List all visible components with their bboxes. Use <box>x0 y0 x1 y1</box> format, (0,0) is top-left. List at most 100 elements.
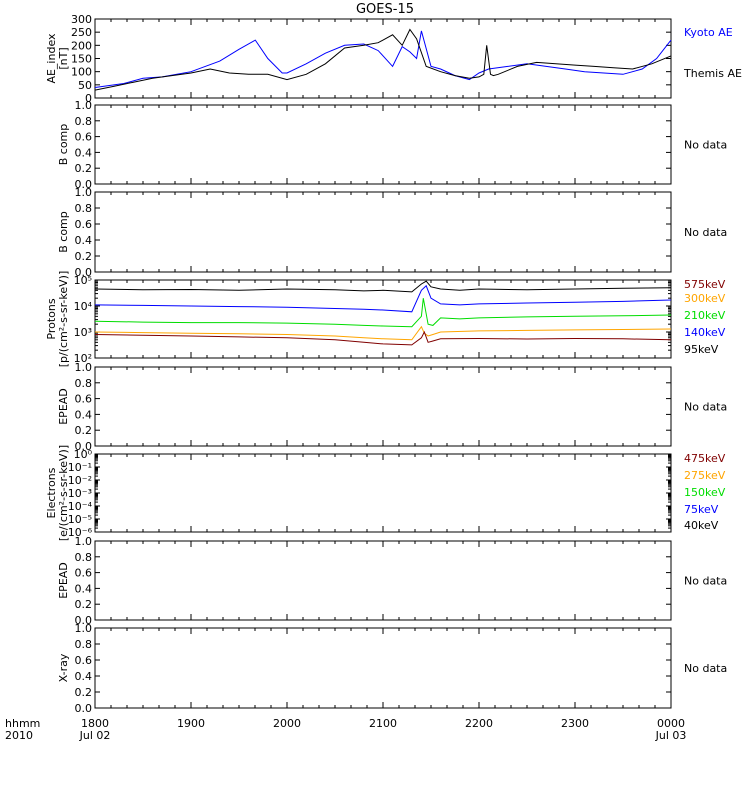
y-tick-label: 10⁻² <box>68 474 92 487</box>
y-axis-label: [nT] <box>57 47 70 69</box>
y-tick-label: 0.2 <box>75 686 93 699</box>
legend-kyoto-ae: Kyoto AE <box>684 26 733 39</box>
x-tick-label: 0000 <box>657 717 685 730</box>
series-themis-ae <box>94 28 672 91</box>
y-tick-label: 0.2 <box>75 250 93 263</box>
panel-frame <box>94 366 672 447</box>
y-tick-label: 0.4 <box>75 146 93 159</box>
panel-frame <box>94 453 672 533</box>
y-tick-label: 0.0 <box>75 614 93 627</box>
legend-no-data: No data <box>684 401 727 414</box>
y-tick-label: 0.4 <box>75 234 93 247</box>
y-tick-label: 10⁻⁶ <box>68 526 93 539</box>
legend-300kev: 300keV <box>684 292 726 305</box>
legend-95kev: 95keV <box>684 343 719 356</box>
y-axis-label: EPEAD <box>57 388 70 425</box>
y-tick-label: 150 <box>71 53 92 66</box>
y-axis-label: Protons <box>45 298 58 339</box>
panel-b1: 0.0 0.2 0.4 0.6 0.8 1.0 B comp No data <box>57 99 727 191</box>
y-tick-label: 0.6 <box>75 567 93 580</box>
y-tick-label: 0 <box>85 92 92 105</box>
time-axis: hhmm 2010 Jul 02 Jul 03 1800 1900 2000 2100… <box>5 717 686 742</box>
y-tick-label: 1.0 <box>75 99 93 112</box>
legend-no-data: No data <box>684 139 727 152</box>
y-tick-label: 0.8 <box>75 638 93 651</box>
y-tick-label: 100 <box>71 66 92 79</box>
legend-210kev: 210keV <box>684 309 726 322</box>
panel-frame <box>94 279 672 359</box>
y-tick-label: 0.0 <box>75 266 93 279</box>
x-tick-label: 2300 <box>561 717 589 730</box>
y-tick-label: 0.8 <box>75 377 93 390</box>
legend-575kev: 575keV <box>684 278 726 291</box>
y-tick-label: 0.0 <box>75 178 93 191</box>
y-axis-label: [p/(cm²-s-sr-keV)] <box>57 271 70 368</box>
time-axis-row1-label: hhmm <box>5 717 40 730</box>
start-date-label: Jul 02 <box>79 729 111 742</box>
y-axis-label: Electrons <box>45 467 58 518</box>
panel-frame <box>94 104 672 185</box>
y-tick-label: 0.6 <box>75 131 93 144</box>
y-tick-label: 10⁻⁴ <box>68 500 93 513</box>
y-tick-label: 0.0 <box>75 702 93 715</box>
y-axis-label: B comp <box>57 124 70 166</box>
y-tick-label: 0.4 <box>75 408 93 421</box>
legend-themis-ae: Themis AE <box>683 67 742 80</box>
y-tick-label: 10⁻³ <box>68 487 92 500</box>
legend-no-data: No data <box>684 575 727 588</box>
y-tick-label: 10² <box>74 352 92 365</box>
y-axis-label: X-ray <box>57 653 70 682</box>
y-tick-label: 1.0 <box>75 361 93 374</box>
legend-no-data: No data <box>684 226 727 239</box>
y-tick-label: 10³ <box>74 326 92 339</box>
x-tick-label: 2200 <box>465 717 493 730</box>
legend-no-data: No data <box>684 662 727 675</box>
y-tick-label: 10⁻¹ <box>68 461 92 474</box>
y-tick-label: 0.2 <box>75 424 93 437</box>
panel-xray: 0.0 0.2 0.4 0.6 0.8 1.0 X-ray No data <box>57 622 727 715</box>
time-axis-row2-label: 2010 <box>5 729 33 742</box>
y-tick-label: 0.8 <box>75 115 93 128</box>
y-tick-label: 50 <box>78 79 92 92</box>
y-tick-label: 250 <box>71 26 92 39</box>
y-tick-label: 0.2 <box>75 162 93 175</box>
y-axis-label: B comp <box>57 211 70 253</box>
series-140kev <box>94 284 672 313</box>
legend-75kev: 75keV <box>684 503 719 516</box>
series-kyoto-ae <box>94 30 672 88</box>
y-tick-label: 10⁰ <box>74 448 93 461</box>
x-tick-label: 1800 <box>81 717 109 730</box>
panel-frame <box>94 18 672 99</box>
y-tick-label: 10⁴ <box>74 300 93 313</box>
x-tick-label: 2100 <box>369 717 397 730</box>
y-tick-label: 0.4 <box>75 670 93 683</box>
y-tick-label: 0.2 <box>75 598 93 611</box>
y-tick-label: 0.4 <box>75 582 93 595</box>
x-tick-label: 1900 <box>177 717 205 730</box>
panel-b2: 0.0 0.2 0.4 0.6 0.8 1.0 B comp No data <box>57 186 727 279</box>
panel-frame <box>94 540 672 621</box>
panel-frame <box>94 627 672 709</box>
legend-275kev: 275keV <box>684 469 726 482</box>
y-axis-label: AE_index <box>45 33 58 84</box>
y-tick-label: 10⁻⁵ <box>68 513 92 526</box>
y-tick-label: 1.0 <box>75 186 93 199</box>
y-tick-label: 0.6 <box>75 654 93 667</box>
y-tick-label: 0.8 <box>75 551 93 564</box>
panel-epead2: 0.0 0.2 0.4 0.6 0.8 1.0 EPEAD No data <box>57 535 727 627</box>
legend-150kev: 150keV <box>684 486 726 499</box>
legend-40kev: 40keV <box>684 519 719 532</box>
y-tick-label: 0.8 <box>75 202 93 215</box>
y-tick-label: 300 <box>71 13 92 26</box>
series-95kev <box>94 280 672 293</box>
end-date-label: Jul 03 <box>655 729 687 742</box>
legend-475kev: 475keV <box>684 452 726 465</box>
y-tick-label: 200 <box>71 39 92 52</box>
y-tick-label: 0.0 <box>75 440 93 453</box>
series-210kev <box>94 298 672 328</box>
y-tick-label: 1.0 <box>75 622 93 635</box>
series-575kev <box>94 330 672 346</box>
